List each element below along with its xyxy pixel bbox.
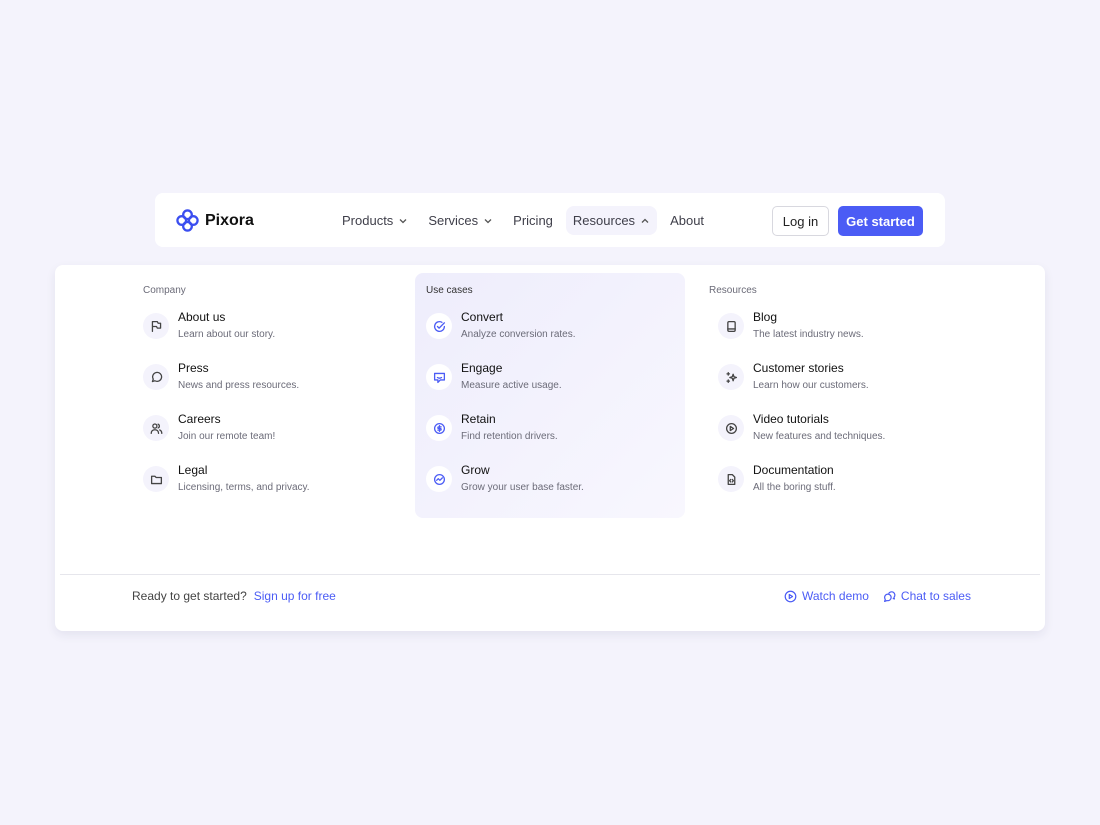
menu-item-retain[interactable]: Retain Find retention drivers. [426, 412, 584, 466]
item-desc: Learn how our customers. [753, 380, 869, 391]
chevron-down-icon [399, 218, 407, 223]
play-circle-icon [784, 590, 797, 602]
item-title: Customer stories [753, 361, 844, 375]
logo[interactable]: Pixora [176, 209, 254, 232]
item-title: About us [178, 310, 226, 324]
nav-about[interactable]: About [663, 206, 711, 235]
chat-bubbles-icon [883, 590, 896, 602]
nav-products[interactable]: Products [335, 206, 415, 235]
divider [60, 574, 1040, 575]
menu-item-legal[interactable]: Legal Licensing, terms, and privacy. [143, 463, 310, 517]
footer-prompt: Ready to get started? [132, 589, 247, 603]
item-title: Grow [461, 463, 490, 477]
column-heading: Company [143, 285, 186, 296]
item-title: Blog [753, 310, 778, 324]
login-button[interactable]: Log in [772, 206, 829, 236]
play-circle-icon [718, 415, 744, 441]
item-title: Convert [461, 310, 504, 324]
item-desc: The latest industry news. [753, 329, 864, 340]
check-circle-icon [426, 313, 452, 339]
folder-icon [143, 466, 169, 492]
file-code-icon [718, 466, 744, 492]
column-company: Company About us Learn about our story. P… [143, 285, 310, 517]
brand-name: Pixora [205, 211, 254, 229]
item-desc: Licensing, terms, and privacy. [178, 482, 310, 493]
message-smile-icon [426, 364, 452, 390]
item-desc: News and press resources. [178, 380, 300, 391]
message-circle-icon [143, 364, 169, 390]
item-desc: Grow your user base faster. [461, 482, 584, 493]
menu-item-about-us[interactable]: About us Learn about our story. [143, 310, 310, 364]
item-title: Documentation [753, 463, 834, 477]
item-title: Careers [178, 412, 221, 426]
item-desc: Join our remote team! [178, 431, 276, 442]
item-desc: Learn about our story. [178, 329, 276, 340]
nav-resources[interactable]: Resources [565, 206, 658, 235]
menu-item-careers[interactable]: Careers Join our remote team! [143, 412, 310, 466]
nav-pricing[interactable]: Pricing [506, 206, 560, 235]
column-use-cases: Use cases Convert Analyze conversion rate… [426, 285, 584, 517]
menu-item-blog[interactable]: Blog The latest industry news. [718, 310, 885, 364]
menu-item-video-tutorials[interactable]: Video tutorials New features and techniqu… [718, 412, 886, 466]
column-heading: Resources [709, 285, 757, 296]
item-desc: Analyze conversion rates. [461, 329, 576, 340]
dollar-circle-icon [426, 415, 452, 441]
menu-item-engage[interactable]: Engage Measure active usage. [426, 361, 584, 415]
menu-item-grow[interactable]: Grow Grow your user base faster. [426, 463, 584, 517]
sparkles-icon [718, 364, 744, 390]
menu-item-convert[interactable]: Convert Analyze conversion rates. [426, 310, 584, 364]
item-desc: Find retention drivers. [461, 431, 558, 442]
item-desc: New features and techniques. [753, 431, 886, 442]
nav-resources-label: Resources [572, 213, 636, 228]
chat-to-sales-link[interactable]: Chat to sales [900, 589, 971, 603]
use-cases-highlight [415, 273, 685, 518]
pixora-logo-icon [176, 209, 199, 232]
item-title: Video tutorials [753, 412, 829, 426]
nav-pricing-label: Pricing [513, 213, 553, 228]
resources-dropdown-panel: Company About us Learn about our story. P… [55, 265, 1045, 631]
menu-item-press[interactable]: Press News and press resources. [143, 361, 310, 415]
column-heading: Use cases [426, 285, 473, 296]
get-started-button[interactable]: Get started [838, 206, 923, 236]
item-title: Press [178, 361, 209, 375]
flag-icon [143, 313, 169, 339]
nav-products-label: Products [342, 213, 394, 228]
watch-demo-link[interactable]: Watch demo [802, 589, 869, 603]
column-resources: Resources Blog The latest industry news. … [709, 285, 885, 517]
chevron-down-icon [484, 218, 492, 223]
activity-circle-icon [426, 466, 452, 492]
book-icon [718, 313, 744, 339]
top-navbar: Pixora Products Services Pricing Resourc… [155, 193, 945, 247]
menu-item-documentation[interactable]: Documentation All the boring stuff. [718, 463, 885, 517]
nav-services[interactable]: Services [421, 206, 500, 235]
item-title: Engage [461, 361, 503, 375]
footer-cta: Ready to get started? Sign up for free [132, 589, 336, 603]
menu-item-customer-stories[interactable]: Customer stories Learn how our customers. [718, 361, 885, 415]
item-title: Retain [461, 412, 496, 426]
item-desc: All the boring stuff. [753, 482, 836, 493]
nav-about-label: About [670, 213, 705, 228]
chevron-up-icon [641, 218, 649, 223]
item-title: Legal [178, 463, 208, 477]
users-icon [143, 415, 169, 441]
item-desc: Measure active usage. [461, 380, 562, 391]
nav-services-label: Services [428, 213, 479, 228]
footer-actions: Watch demo Chat to sales [784, 589, 971, 603]
sign-up-link[interactable]: Sign up for free [253, 589, 336, 603]
